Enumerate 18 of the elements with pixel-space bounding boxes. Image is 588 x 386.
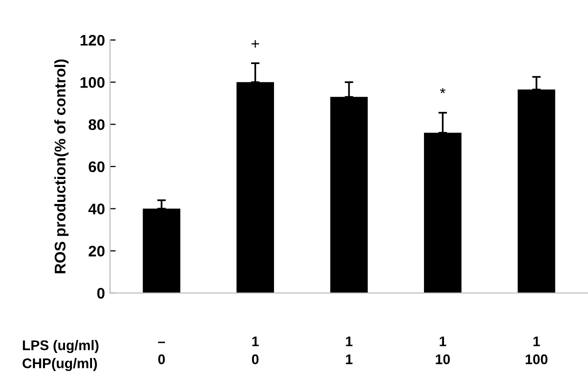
- y-tick-label: 120: [80, 34, 105, 46]
- y-tick-label: 80: [88, 119, 105, 130]
- bar: [518, 90, 556, 293]
- x-tick-label: 1 10: [436, 336, 450, 364]
- y-tick-label: 20: [88, 246, 105, 257]
- x-tick-label: 1 1: [346, 336, 352, 364]
- x-tick-label: 1 0: [252, 336, 259, 364]
- x-tick-label: 1 100: [526, 336, 548, 364]
- annotation: +: [252, 40, 259, 48]
- y-tick-label: 100: [80, 77, 105, 88]
- y-tick-label: 60: [88, 161, 105, 172]
- annotation: *: [440, 88, 446, 94]
- y-axis-title: ROS production(% of control): [54, 59, 69, 274]
- x-tick-label: – 0: [158, 342, 165, 364]
- y-tick-label: 0: [97, 288, 105, 299]
- bar: [330, 96, 368, 293]
- text: LPS (ug/ml) CHP(ug/ml): [22, 340, 98, 372]
- y-tick-label: 40: [88, 204, 105, 214]
